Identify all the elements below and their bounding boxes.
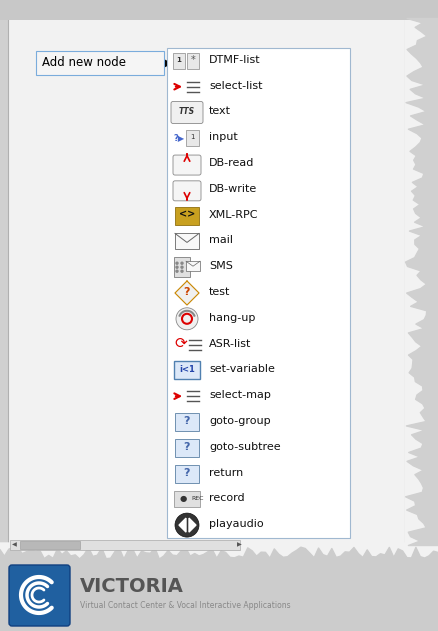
Text: DTMF-list: DTMF-list [209,55,261,65]
Bar [175,233,199,249]
Circle shape [181,262,183,264]
Bar [175,464,199,483]
Text: test: test [209,287,230,297]
Text: ?: ? [184,416,190,426]
Text: Add new node: Add new node [42,57,126,69]
Text: TTS: TTS [179,107,195,116]
Text: VICTORIA: VICTORIA [80,577,184,596]
Text: ?: ? [184,287,190,297]
Text: ▶: ▶ [165,58,173,68]
Text: return: return [209,468,243,478]
Polygon shape [189,518,196,532]
Circle shape [176,308,198,330]
Bar [10,540,240,550]
Bar [167,48,350,538]
Text: hang-up: hang-up [209,313,255,323]
Bar [175,413,199,431]
FancyBboxPatch shape [173,181,201,201]
Circle shape [181,266,183,268]
Text: XML-RPC: XML-RPC [209,209,258,220]
Circle shape [181,270,183,272]
FancyBboxPatch shape [9,565,70,626]
Bar [175,206,199,225]
Bar [186,130,199,146]
FancyBboxPatch shape [173,155,201,175]
Text: 1: 1 [190,134,194,140]
Text: goto-group: goto-group [209,416,271,426]
Text: ASR-list: ASR-list [209,339,251,348]
Bar [174,257,190,277]
Bar [186,261,200,271]
Bar [174,362,200,379]
Text: REC: REC [191,496,204,501]
Text: select-list: select-list [209,81,262,91]
Text: ?: ? [184,442,190,452]
Text: ?▶: ?▶ [173,133,184,142]
Circle shape [175,513,199,537]
Text: DB-write: DB-write [209,184,257,194]
Text: ●: ● [180,494,187,503]
Polygon shape [175,281,199,305]
Text: ?: ? [184,468,190,478]
Bar [173,53,185,69]
Polygon shape [179,518,186,532]
Text: input: input [209,133,238,142]
Circle shape [176,270,178,272]
Text: ▶: ▶ [237,543,242,548]
Bar [0,553,438,631]
Text: mail: mail [209,235,233,245]
Text: record: record [209,493,245,504]
Circle shape [176,262,178,264]
Text: i<1: i<1 [179,365,195,374]
Bar [174,492,200,507]
Text: goto-subtree: goto-subtree [209,442,281,452]
Text: <>: <> [179,209,195,220]
Circle shape [176,266,178,268]
Circle shape [182,314,192,324]
Bar [175,439,199,457]
Text: text: text [209,107,231,117]
Text: 1: 1 [177,57,181,63]
Text: select-map: select-map [209,390,271,400]
Bar [0,0,438,20]
Text: DB-read: DB-read [209,158,254,168]
Text: ⟳: ⟳ [174,336,187,351]
Text: set-variable: set-variable [209,364,275,374]
Bar [8,18,405,545]
Text: playaudio: playaudio [209,519,264,529]
Text: *: * [191,55,195,65]
Text: Virtual Contact Center & Vocal Interactive Applications: Virtual Contact Center & Vocal Interacti… [80,601,291,610]
FancyBboxPatch shape [171,102,203,124]
Text: ◀: ◀ [12,543,17,548]
Bar [20,541,80,549]
Bar [187,53,199,69]
FancyBboxPatch shape [36,51,164,75]
Text: SMS: SMS [209,261,233,271]
